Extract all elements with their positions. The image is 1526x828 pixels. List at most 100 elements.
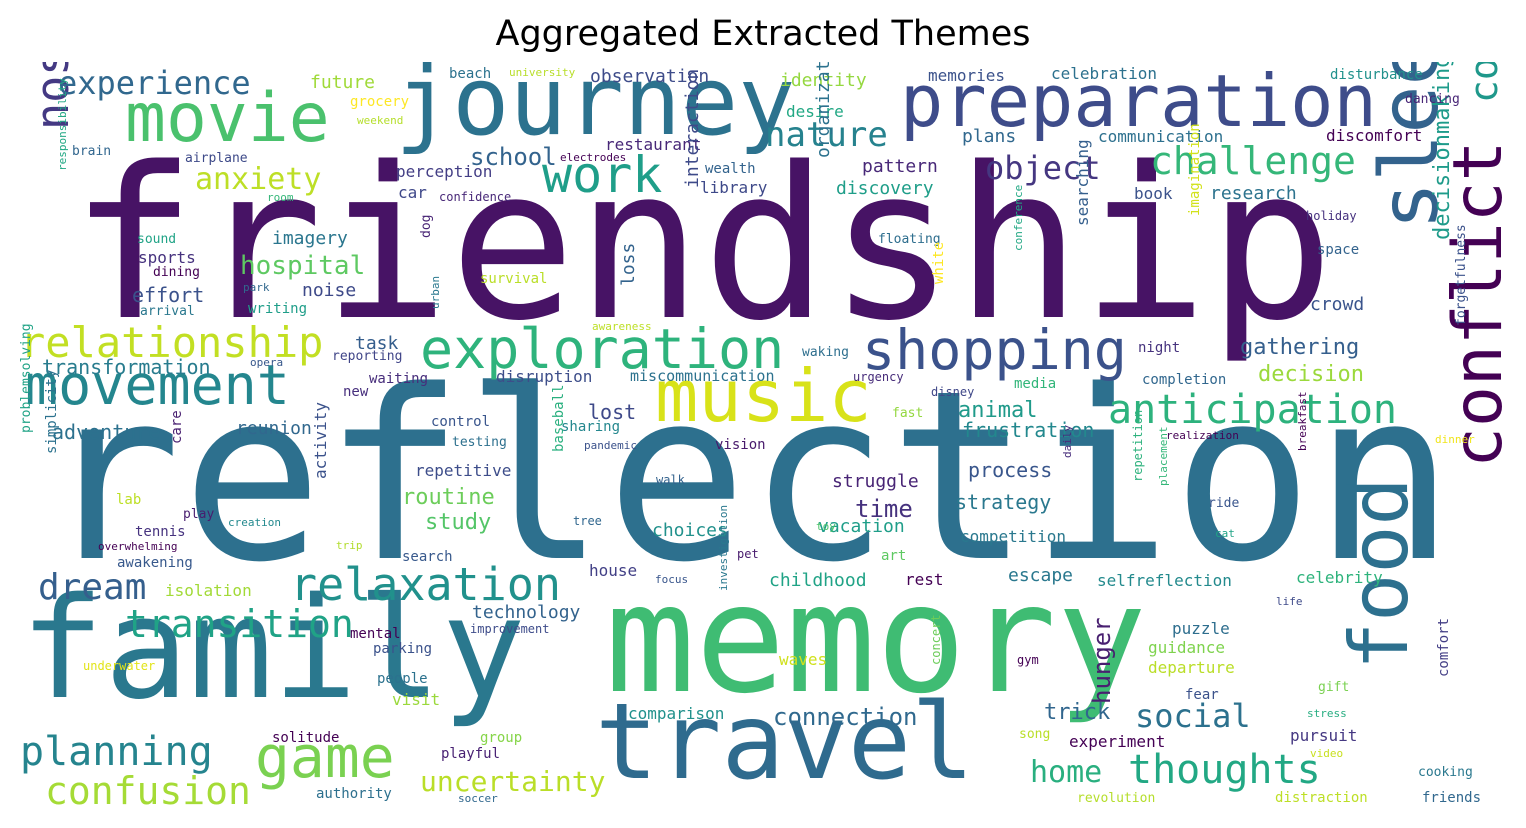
word-family: family — [20, 568, 526, 731]
word-rest: rest — [905, 570, 944, 589]
word-room: room — [267, 191, 294, 204]
word-cat: cat — [1215, 527, 1235, 540]
word-floating: floating — [878, 232, 941, 247]
word-guidance: guidance — [1148, 638, 1226, 657]
word-concert: concert — [929, 614, 943, 665]
word-study: study — [425, 510, 492, 535]
word-movement: movement — [25, 353, 290, 417]
word-anticipation: anticipation — [1108, 387, 1397, 433]
word-urban: urban — [429, 275, 442, 309]
word-waves: waves — [779, 650, 828, 669]
word-fear: fear — [1185, 687, 1219, 703]
word-care: care — [169, 410, 185, 444]
word-opera: opera — [250, 356, 284, 369]
word-dog: dog — [419, 214, 434, 238]
word-identity: identity — [780, 70, 867, 91]
word-anxiety: anxiety — [195, 162, 322, 197]
word-placement: placement — [1157, 426, 1170, 486]
word-music: music — [655, 354, 872, 438]
word-object: object — [985, 149, 1101, 187]
word-reporting: reporting — [332, 349, 403, 364]
word-journey: journey — [395, 62, 796, 157]
word-focus: focus — [655, 573, 689, 586]
word-decision: decision — [1258, 362, 1364, 387]
word-lab: lab — [116, 492, 142, 508]
word-pattern: pattern — [862, 156, 938, 177]
word-travel: travel — [595, 681, 975, 803]
word-ride: ride — [1208, 496, 1240, 511]
word-underwater: underwater — [83, 659, 156, 673]
word-conference: conference — [1012, 184, 1025, 251]
word-control: control — [431, 414, 491, 430]
word-memories: memories — [928, 66, 1006, 85]
word-reflection: reflection — [40, 341, 1455, 614]
word-disturbance: disturbance — [1330, 67, 1423, 83]
word-adventure: adventure — [52, 420, 161, 444]
word-game: game — [255, 723, 395, 791]
word-trip: trip — [336, 539, 363, 552]
word-escape: escape — [1008, 565, 1074, 586]
word-writing: writing — [248, 301, 308, 317]
word-survival: survival — [480, 271, 548, 287]
word-nature: nature — [765, 115, 888, 155]
word-loss: loss — [618, 242, 639, 286]
word-mental: mental — [350, 626, 401, 642]
word-walk: walk — [656, 473, 685, 487]
word-vacation: vacation — [818, 516, 905, 537]
word-song: song — [1019, 727, 1051, 742]
word-memory: memory — [605, 553, 1147, 727]
word-confusion: confusion — [45, 769, 251, 813]
word-communication: communication — [1098, 127, 1224, 146]
word-book: book — [1134, 184, 1173, 203]
word-daily: daily — [1061, 424, 1074, 458]
word-animal: animal — [958, 398, 1038, 423]
word-dinner: dinner — [1435, 433, 1475, 446]
word-revolution: revolution — [1077, 791, 1156, 806]
word-media: media — [1014, 376, 1057, 392]
word-perception: perception — [396, 162, 493, 181]
word-noise: noise — [302, 280, 357, 301]
word-distraction: distraction — [1275, 790, 1368, 806]
word-activity: activity — [311, 401, 330, 479]
word-time: time — [855, 495, 913, 523]
word-vision: vision — [715, 437, 766, 453]
word-search: search — [402, 549, 453, 565]
word-repetition: repetition — [1131, 409, 1145, 482]
word-sharing: sharing — [561, 419, 621, 435]
word-improvement: improvement — [470, 622, 550, 636]
word-life: life — [1276, 595, 1303, 608]
word-authority: authority — [316, 786, 392, 802]
word-airplane: airplane — [185, 151, 248, 166]
word-competition: competition — [960, 527, 1066, 546]
word-confidence: confidence — [439, 190, 512, 204]
word-gift: gift — [1318, 680, 1350, 695]
word-fast: fast — [892, 406, 924, 421]
word-connection: connection — [773, 703, 918, 731]
word-comfort: comfort — [1436, 617, 1452, 677]
word-pursuit: pursuit — [1290, 726, 1358, 745]
word-thoughts: thoughts — [1128, 747, 1321, 793]
word-struggle: struggle — [832, 471, 919, 492]
word-trick: trick — [1044, 700, 1111, 725]
word-cloud: friendship reflection memory family travel jo… — [20, 62, 1506, 814]
word-plans: plans — [962, 126, 1017, 147]
word-process: process — [968, 458, 1053, 482]
word-imagery: imagery — [272, 228, 348, 249]
word-white: white — [931, 241, 947, 284]
word-creation: creation — [228, 516, 281, 529]
word-gathering: gathering — [1240, 335, 1360, 360]
word-cooking: cooking — [1418, 765, 1473, 780]
word-childhood: childhood — [769, 570, 867, 591]
word-park: park — [243, 281, 270, 294]
word-choices: choices — [652, 520, 728, 541]
word-future: future — [310, 72, 376, 93]
word-play: play — [183, 507, 215, 522]
word-soccer: soccer — [458, 792, 498, 805]
word-shopping: shopping — [862, 318, 1127, 382]
word-realization: realization — [1166, 429, 1239, 442]
word-hospital: hospital — [240, 251, 366, 281]
word-conversation: conversation — [1462, 62, 1506, 103]
word-social: social — [1135, 697, 1251, 735]
word-relaxation: relaxation — [290, 558, 561, 611]
word-people: people — [377, 671, 428, 687]
